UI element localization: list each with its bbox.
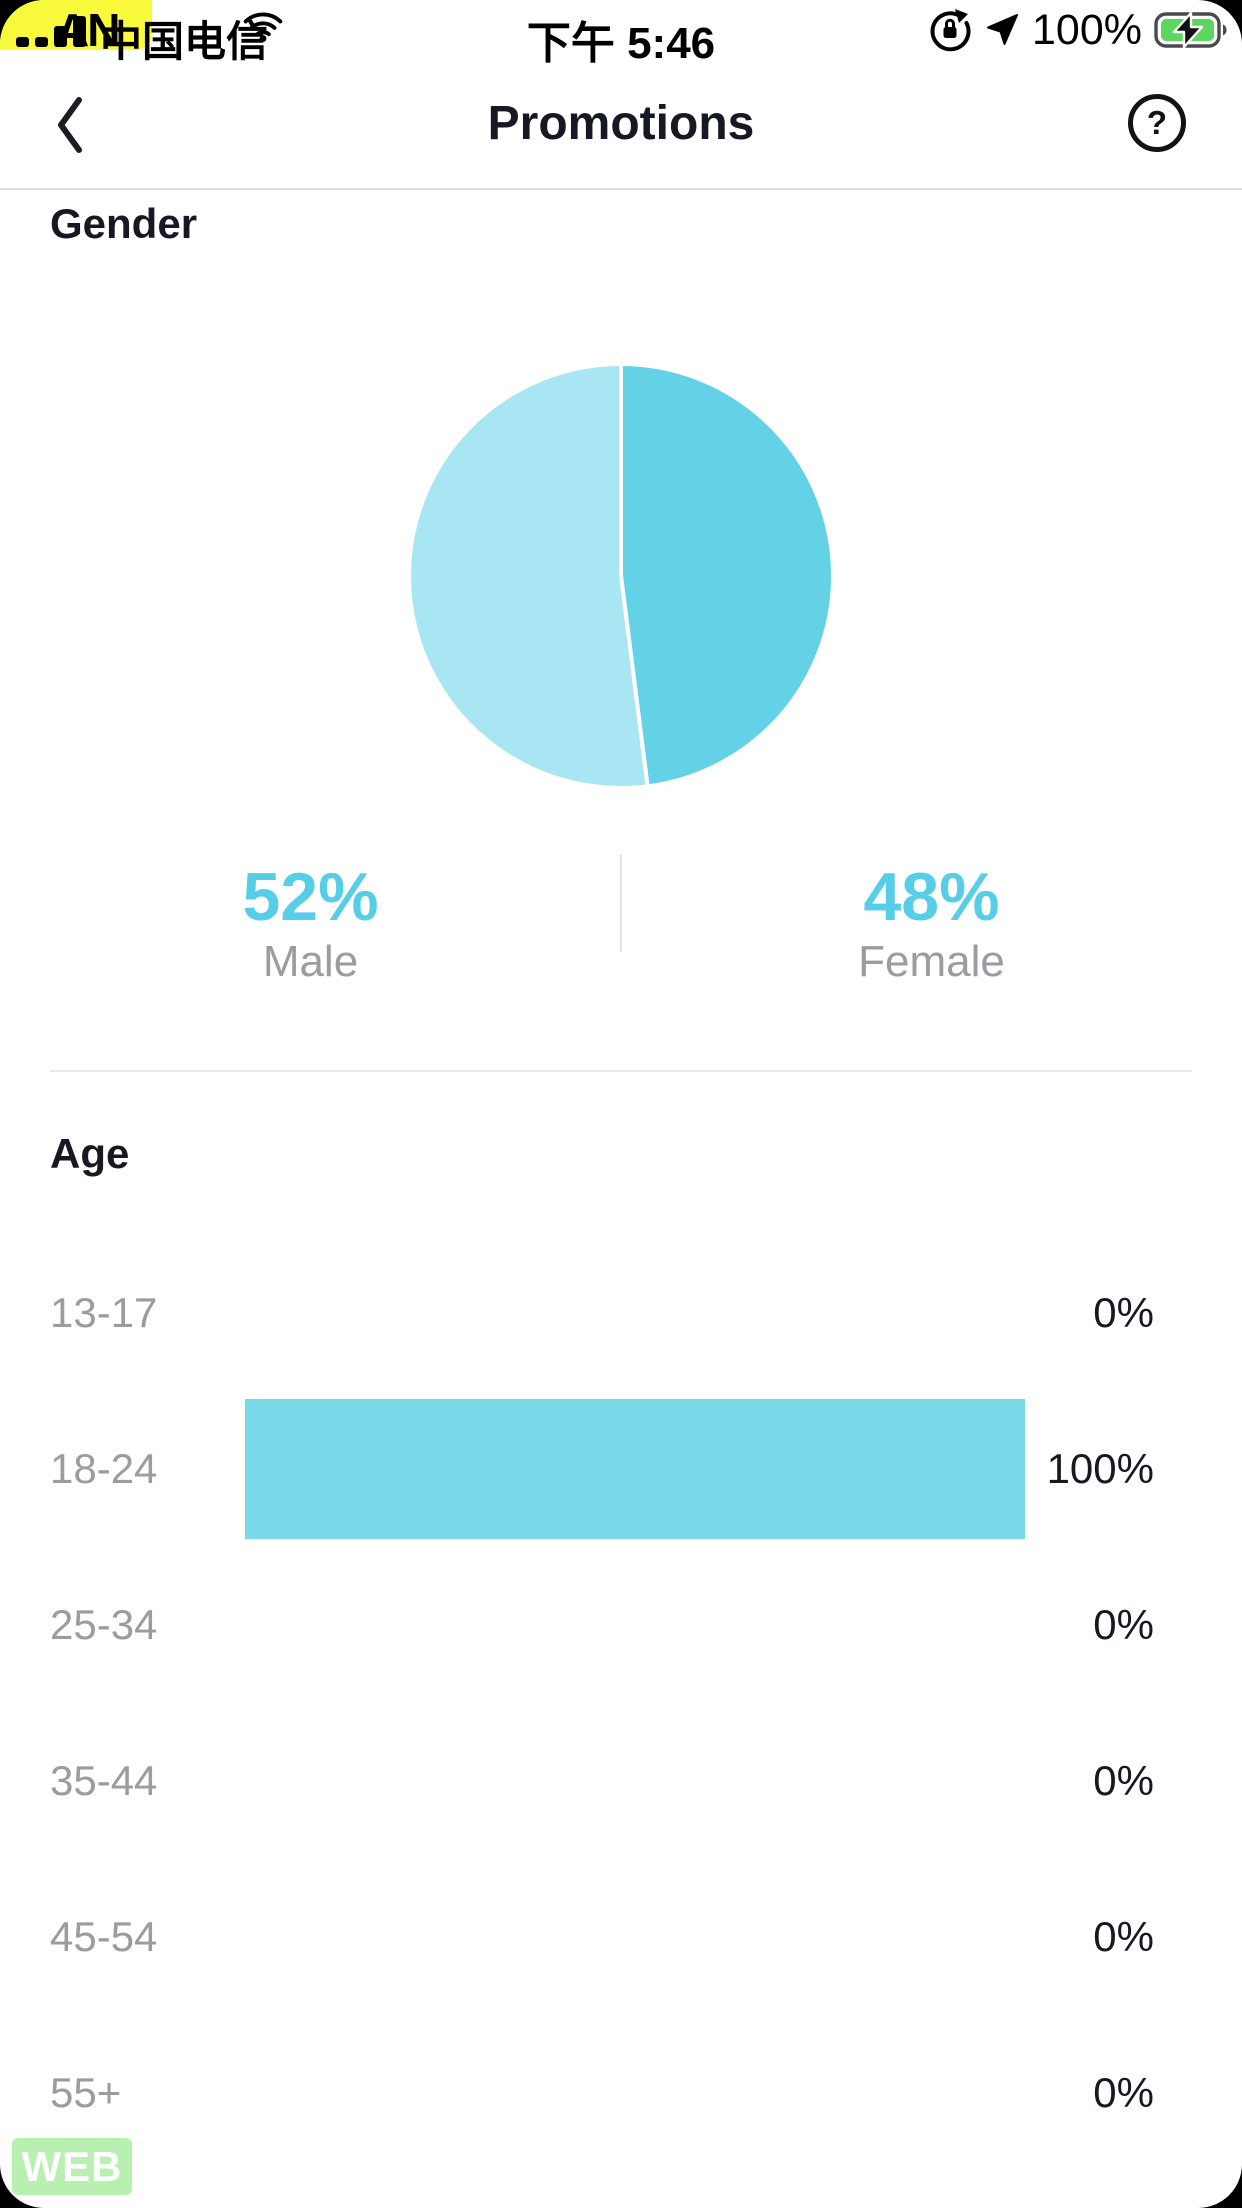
battery-percent-label: 100% bbox=[1032, 5, 1142, 54]
age-row: 18-24 100% bbox=[0, 1391, 1242, 1547]
age-row-value: 0% bbox=[1093, 2069, 1154, 2116]
age-heading: Age bbox=[50, 1130, 130, 1177]
male-percent: 52% bbox=[242, 859, 379, 935]
orientation-lock-icon bbox=[930, 9, 971, 52]
web-badge: WEB bbox=[12, 2138, 132, 2195]
female-percent: 48% bbox=[863, 859, 1000, 935]
signal-bars-icon bbox=[16, 16, 86, 47]
location-arrow-icon bbox=[987, 14, 1019, 45]
age-bar-track bbox=[245, 1711, 1025, 1851]
pie-slice-female bbox=[619, 362, 835, 789]
age-row-value: 0% bbox=[1093, 1913, 1154, 1960]
age-row-label: 45-54 bbox=[50, 1913, 158, 1960]
age-bar-chart: 13-17 0% 18-24 100% 25-34 0% 35-44 bbox=[0, 1235, 1242, 2171]
male-legend: 52% Male bbox=[0, 860, 621, 988]
age-bar-track bbox=[245, 1555, 1025, 1695]
age-row-label: 13-17 bbox=[50, 1289, 158, 1336]
male-label: Male bbox=[262, 937, 359, 986]
age-bar bbox=[245, 1399, 1025, 1539]
age-row: 35-44 0% bbox=[0, 1703, 1242, 1859]
age-row-value: 0% bbox=[1093, 1757, 1154, 1804]
age-row: 13-17 0% bbox=[0, 1235, 1242, 1391]
battery-charging-icon bbox=[1154, 12, 1227, 48]
wifi-icon bbox=[243, 12, 283, 42]
age-row-label: 18-24 bbox=[50, 1445, 158, 1492]
gender-pie-chart bbox=[405, 360, 837, 792]
header: Promotions ? bbox=[0, 60, 1242, 190]
pie-slice-male bbox=[407, 362, 650, 790]
age-row-value: 0% bbox=[1093, 1601, 1154, 1648]
gender-heading: Gender bbox=[50, 200, 198, 247]
age-bar-track bbox=[245, 2023, 1025, 2163]
help-button[interactable]: ? bbox=[1128, 94, 1186, 152]
status-bar: AN 中国电信 下午 5:46 100% bbox=[0, 0, 1242, 68]
age-row-label: 35-44 bbox=[50, 1757, 158, 1804]
status-bar-right: 100% bbox=[928, 0, 1230, 60]
page-title: Promotions bbox=[487, 97, 755, 150]
gender-legend: 52% Male 48% Female bbox=[0, 854, 1242, 988]
section-divider bbox=[50, 1070, 1192, 1072]
chevron-left-icon bbox=[58, 97, 82, 153]
age-row: 25-34 0% bbox=[0, 1547, 1242, 1703]
back-button[interactable] bbox=[40, 92, 100, 158]
question-mark-icon: ? bbox=[1146, 103, 1168, 141]
age-row: 45-54 0% bbox=[0, 1859, 1242, 2015]
status-overlay-text: AN bbox=[56, 4, 120, 56]
carrier-label: 中国电信 bbox=[100, 18, 269, 65]
age-row-value: 100% bbox=[1046, 1445, 1154, 1492]
time-label: 下午 5:46 bbox=[526, 19, 716, 68]
legend-divider bbox=[620, 854, 622, 952]
age-bar-track bbox=[245, 1243, 1025, 1383]
female-legend: 48% Female bbox=[621, 860, 1242, 988]
age-row-label: 55+ bbox=[50, 2069, 122, 2116]
female-label: Female bbox=[858, 937, 1005, 986]
age-bar-track bbox=[245, 1867, 1025, 2007]
age-row-value: 0% bbox=[1093, 1289, 1154, 1336]
age-row: 55+ 0% bbox=[0, 2015, 1242, 2171]
age-bar-track bbox=[245, 1399, 1025, 1539]
age-row-label: 25-34 bbox=[50, 1601, 158, 1648]
